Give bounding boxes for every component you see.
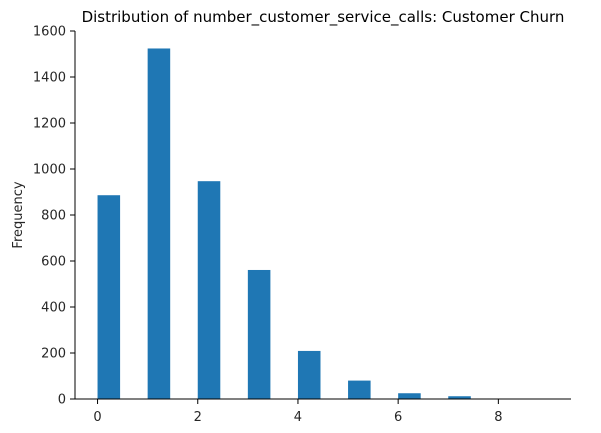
chart-title: Distribution of number_customer_service_… — [82, 8, 565, 27]
y-tick-label-1000: 1000 — [33, 163, 66, 178]
y-tick-label-800: 800 — [41, 209, 66, 224]
y-tick-label-200: 200 — [41, 347, 66, 362]
x-tick-label-0: 0 — [93, 410, 101, 425]
bar-1 — [147, 48, 171, 399]
bar-6 — [398, 393, 421, 399]
x-tick-label-4: 4 — [294, 410, 302, 425]
y-tick-label-0: 0 — [58, 393, 66, 408]
x-tick-label-6: 6 — [394, 410, 402, 425]
y-axis: 0 200 400 600 800 1000 1200 1400 1600 — [33, 25, 75, 408]
x-axis: 0 2 4 6 8 — [93, 399, 502, 425]
x-tick-label-8: 8 — [494, 410, 502, 425]
bar-3 — [247, 269, 271, 399]
y-tick-label-400: 400 — [41, 301, 66, 316]
bar-2 — [197, 181, 221, 399]
bar-0 — [97, 195, 121, 399]
y-tick-label-1200: 1200 — [33, 117, 66, 132]
bar-4 — [297, 350, 321, 399]
bar-7 — [448, 396, 471, 399]
bars-group — [97, 48, 571, 399]
bar-5 — [348, 380, 371, 399]
x-tick-label-2: 2 — [194, 410, 202, 425]
y-tick-label-600: 600 — [41, 255, 66, 270]
y-tick-label-1600: 1600 — [33, 25, 66, 40]
y-axis-label: Frequency — [11, 181, 26, 248]
y-tick-label-1400: 1400 — [33, 71, 66, 86]
